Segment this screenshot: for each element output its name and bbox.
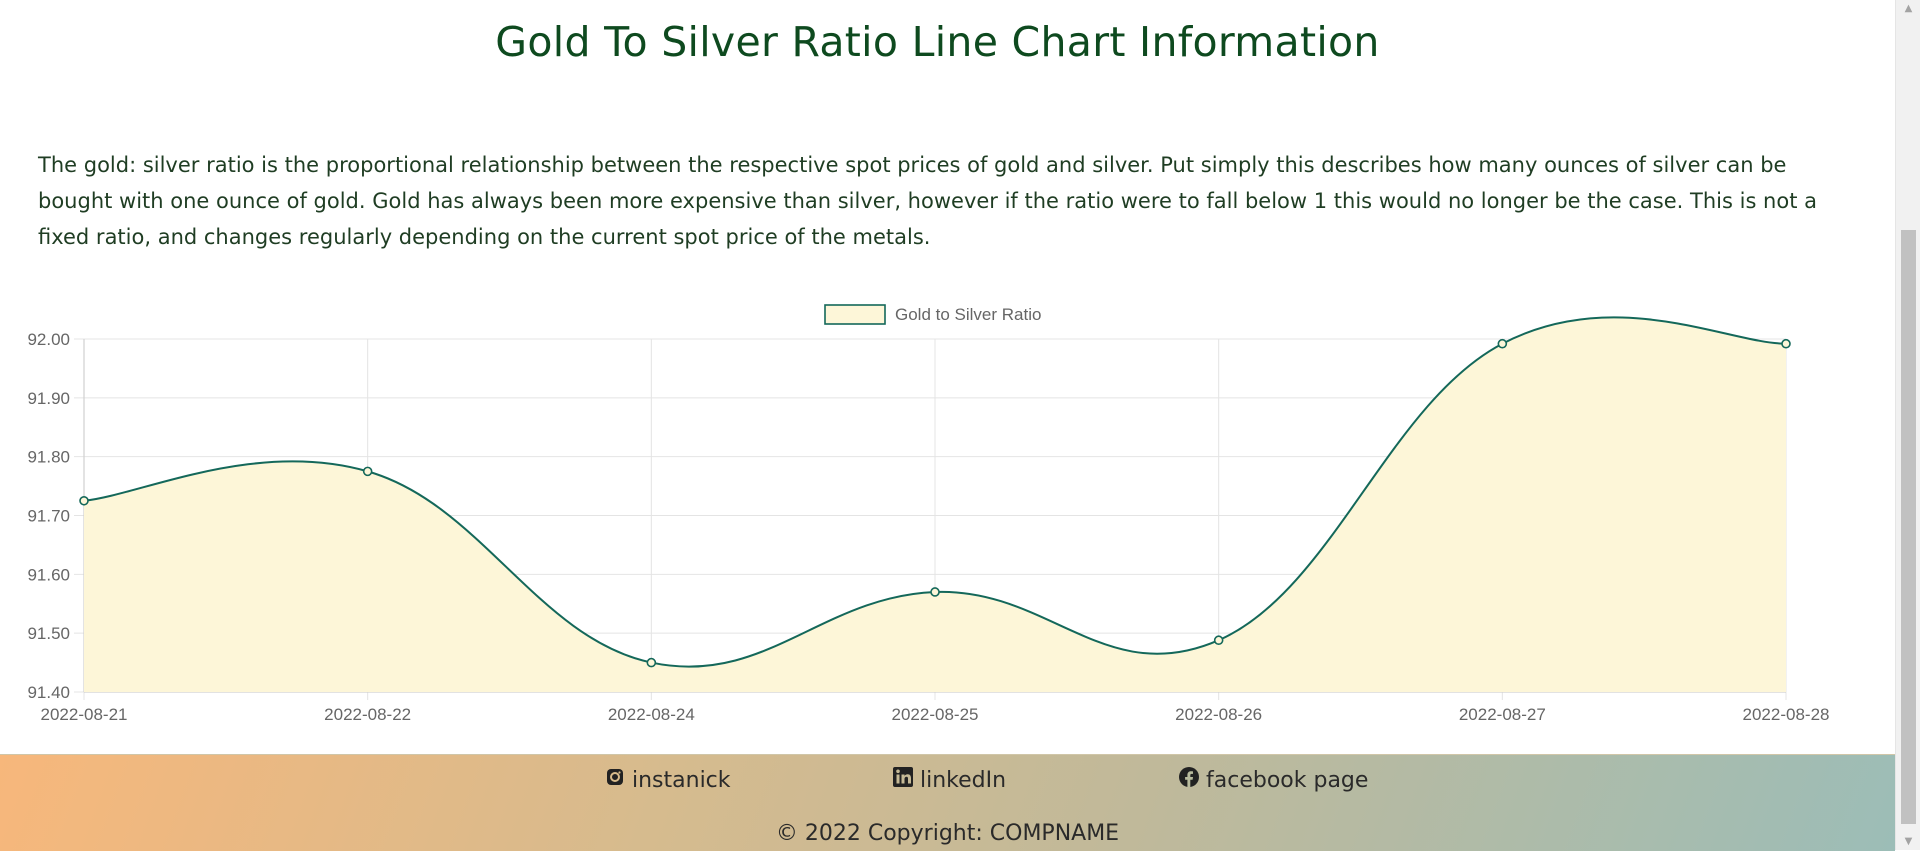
legend-swatch <box>824 304 886 325</box>
x-tick-label: 2022-08-26 <box>1175 705 1262 724</box>
footer-link-label: instanick <box>632 767 731 793</box>
x-tick-label: 2022-08-27 <box>1459 705 1546 724</box>
y-tick-label: 91.50 <box>27 624 70 643</box>
y-tick-label: 91.90 <box>27 389 70 408</box>
footer-link-label: facebook page <box>1206 767 1369 793</box>
vertical-scrollbar[interactable]: ▲ ▼ <box>1895 0 1920 850</box>
y-tick-label: 91.60 <box>27 565 70 584</box>
y-tick-label: 91.70 <box>27 507 70 526</box>
x-tick-label: 2022-08-24 <box>608 705 695 724</box>
scroll-down-icon[interactable]: ▼ <box>1904 836 1913 847</box>
linkedin-icon <box>892 766 914 794</box>
page-description: The gold: silver ratio is the proportion… <box>38 153 1817 249</box>
legend-label: Gold to Silver Ratio <box>895 305 1041 324</box>
y-tick-label: 91.80 <box>27 448 70 467</box>
data-point <box>646 657 657 668</box>
footer-link-instagram[interactable]: instanick <box>604 766 731 794</box>
y-tick-label: 92.00 <box>27 330 70 349</box>
scroll-up-icon[interactable]: ▲ <box>1904 3 1913 14</box>
footer-link-linkedin[interactable]: linkedIn <box>892 766 1006 794</box>
y-tick-label: 91.40 <box>27 683 70 702</box>
footer-link-label: linkedIn <box>920 767 1007 793</box>
footer: instanick linkedIn facebook page © 2022 … <box>0 754 1895 851</box>
x-tick-label: 2022-08-25 <box>892 705 979 724</box>
data-point <box>1781 338 1791 349</box>
series-area-fill <box>84 317 1786 692</box>
chart-container: 92.00 91.90 91.80 91.70 91.60 91.50 91.40 2022-… <box>0 295 1895 735</box>
x-tick-label: 2022-08-21 <box>41 705 128 724</box>
data-point <box>930 587 940 597</box>
x-tick-label: 2022-08-28 <box>1743 705 1830 724</box>
data-point <box>1497 338 1508 349</box>
data-point <box>362 466 373 477</box>
instagram-icon <box>604 766 626 794</box>
line-chart[interactable]: 92.00 91.90 91.80 91.70 91.60 91.50 91.40 2022-… <box>0 295 1895 735</box>
facebook-icon <box>1178 766 1200 794</box>
scrollbar-thumb[interactable] <box>1901 230 1916 824</box>
page-title: Gold To Silver Ratio Line Chart Informat… <box>495 18 1380 66</box>
data-point <box>1213 635 1224 646</box>
copyright-text: © 2022 Copyright: COMPNAME <box>775 821 1120 846</box>
data-point <box>79 495 89 506</box>
footer-link-facebook[interactable]: facebook page <box>1178 766 1368 794</box>
x-tick-label: 2022-08-22 <box>324 705 411 724</box>
